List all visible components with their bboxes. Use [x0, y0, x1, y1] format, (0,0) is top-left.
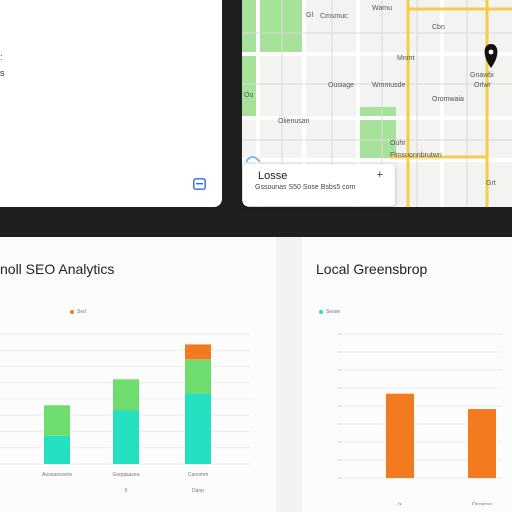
map-label: Wmmusde — [372, 82, 406, 89]
location-pin-icon[interactable] — [484, 44, 498, 68]
bar — [386, 393, 414, 478]
map-label: Mnmt — [397, 55, 415, 62]
map-label: Olienusan — [278, 118, 310, 125]
panel-title-right: Local Greensbrop — [316, 261, 428, 277]
map-label: Wamu — [372, 5, 392, 12]
x-sub-label: Daop — [192, 488, 204, 494]
x-tick-label: Aoosasoseos — [42, 472, 73, 478]
chart-legend-right: Sesee — [319, 309, 340, 315]
map-label: Oromwaia — [432, 96, 464, 103]
map-label: Grt — [486, 180, 496, 187]
map-label: Orlwr — [474, 82, 491, 89]
x-sub-label: 5 — [125, 488, 128, 494]
map-label: Gnawbi — [470, 72, 494, 79]
popup-close-button[interactable]: + — [376, 169, 383, 181]
card-text-line: : — [0, 52, 3, 62]
bar — [468, 409, 496, 478]
legend-label: Sesee — [326, 309, 341, 315]
bar — [113, 410, 139, 464]
bar-chart-left: Aoosasoseos Goqqiaasea 5 Caoomm Daop — [0, 333, 250, 494]
bar — [44, 435, 70, 464]
x-sub-label: Osswnss — [472, 502, 493, 505]
bar — [44, 405, 70, 436]
legend-dot — [319, 310, 323, 314]
map-info-popup[interactable]: Losse + Gssounas S50 Sose Bsbs5 com — [243, 164, 395, 206]
park-area — [242, 56, 256, 116]
map-label: Cbn — [432, 24, 445, 31]
bar-chart-right: Ix Osswnss — [338, 333, 502, 505]
bar — [185, 359, 211, 394]
legend-dot — [70, 310, 74, 314]
map-label: Ousiage — [328, 82, 355, 89]
x-sub-label: Ix — [398, 502, 402, 505]
bar — [185, 344, 211, 360]
legend-label: Sed — [77, 309, 86, 315]
top-left-card: : s — [0, 0, 222, 207]
park-area — [242, 0, 302, 52]
map-label: Gl — [306, 12, 313, 19]
park-area — [360, 107, 396, 159]
panel-divider — [276, 237, 302, 512]
map-label: Ouhr — [390, 140, 406, 147]
analytics-area — [0, 237, 512, 512]
popup-subtitle: Gssounas S50 Sose Bsbs5 com — [255, 184, 356, 191]
x-tick-label: Caoomm — [188, 472, 208, 478]
map-label: Ou — [244, 92, 254, 99]
bar — [113, 379, 139, 411]
bar — [185, 393, 211, 464]
card-text-line: s — [0, 68, 5, 78]
map-label: Flmsuonnbrutwn — [390, 152, 442, 159]
panel-title-left: noll SEO Analytics — [0, 261, 115, 277]
save-icon[interactable] — [193, 178, 206, 190]
map-label: Cmsmuc — [320, 13, 348, 20]
chart-legend-left: Sed — [70, 309, 86, 315]
x-tick-label: Goqqiaasea — [113, 472, 140, 478]
popup-title: Losse — [258, 170, 288, 182]
